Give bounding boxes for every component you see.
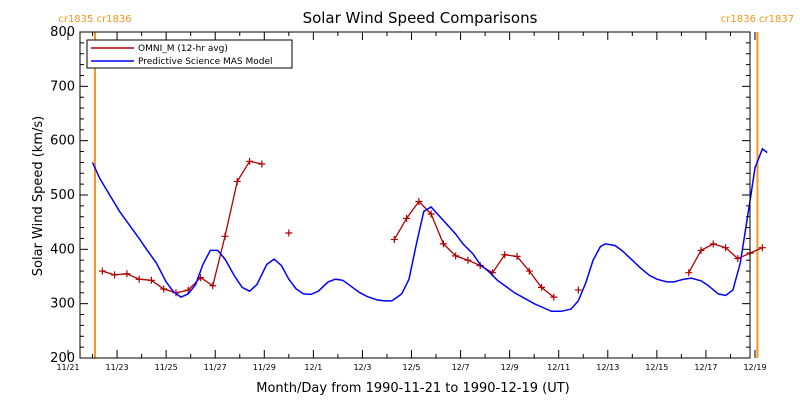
x-tick-label-2: 11/25 [155, 363, 178, 372]
point-omni-0-10 [221, 232, 229, 240]
point-omni-2-0 [390, 236, 398, 244]
y-tick-label-400: 400 [50, 242, 75, 257]
point-omni-0-4 [147, 276, 155, 284]
point-omni-4-2 [709, 240, 717, 248]
point-omni-2-1 [403, 214, 411, 222]
x-tick-label-0: 11/21 [56, 363, 79, 372]
point-omni-0-0 [98, 267, 106, 275]
x-tick-label-12: 12/15 [645, 363, 668, 372]
point-omni-2-12 [538, 283, 546, 291]
series-line-omni-2 [393, 200, 555, 298]
point-omni-3-0 [574, 286, 582, 294]
x-tick-label-6: 12/3 [353, 363, 371, 372]
point-omni-0-1 [111, 271, 119, 279]
legend-label-omni: OMNI_M (12-hr avg) [138, 44, 228, 54]
x-tick-label-4: 11/29 [253, 363, 276, 372]
x-tick-label-8: 12/7 [452, 363, 470, 372]
y-axis-label: Solar Wind Speed (km/s) [31, 116, 46, 276]
x-tick-label-14: 12/19 [743, 363, 766, 372]
series-line-mas-0 [91, 147, 768, 313]
y-tick-label-200: 200 [50, 351, 75, 366]
point-omni-4-4 [734, 255, 742, 263]
point-omni-0-9 [209, 282, 217, 290]
point-omni-2-5 [452, 252, 460, 260]
x-tick-label-5: 12/1 [304, 363, 322, 372]
carrington-label-1: cr1836 cr1837 [721, 14, 794, 25]
point-omni-4-0 [685, 269, 693, 277]
y-tick-label-300: 300 [50, 297, 75, 312]
point-omni-2-11 [525, 267, 533, 275]
point-omni-4-6 [758, 244, 766, 252]
x-tick-label-1: 11/23 [106, 363, 129, 372]
series-line-omni-0 [102, 160, 262, 294]
y-tick-label-500: 500 [50, 188, 75, 203]
point-omni-2-4 [439, 240, 447, 248]
series-layer [91, 147, 768, 313]
carrington-lines: cr1835 cr1836 cr1836 cr1837 [58, 14, 794, 358]
point-omni-0-13 [258, 160, 266, 168]
point-omni-2-13 [550, 293, 558, 301]
point-omni-4-1 [697, 246, 705, 254]
y-tick-label-800: 800 [50, 25, 75, 40]
carrington-label-0: cr1835 cr1836 [58, 14, 131, 25]
y-tick-label-600: 600 [50, 134, 75, 149]
legend-label-mas: Predictive Science MAS Model [138, 57, 273, 67]
point-omni-2-3 [427, 210, 435, 218]
x-tick-label-9: 12/9 [501, 363, 519, 372]
x-tick-label-7: 12/5 [403, 363, 421, 372]
point-omni-2-6 [464, 256, 472, 264]
point-omni-0-2 [123, 270, 131, 278]
point-omni-2-10 [513, 252, 521, 260]
x-tick-label-11: 12/13 [596, 363, 619, 372]
point-omni-0-5 [160, 285, 168, 293]
y-tick-label-700: 700 [50, 79, 75, 94]
x-tick-label-10: 12/11 [547, 363, 570, 372]
point-omni-2-9 [501, 251, 509, 259]
point-omni-2-2 [415, 198, 423, 206]
x-tick-label-13: 12/17 [694, 363, 717, 372]
point-omni-4-3 [722, 244, 730, 252]
x-axis-label: Month/Day from 1990-11-21 to 1990-12-19 … [256, 381, 569, 396]
legend: OMNI_M (12-hr avg) Predictive Science MA… [86, 39, 293, 69]
chart-title: Solar Wind Speed Comparisons [303, 9, 538, 27]
point-omni-1-0 [285, 229, 293, 237]
point-omni-0-12 [246, 157, 254, 165]
legend-box [86, 39, 293, 69]
point-omni-0-11 [233, 177, 241, 185]
x-tick-label-3: 11/27 [204, 363, 227, 372]
axes-layer: 200 300 400 500 600 700 800 11/21 11/23 11/25 11/2… [50, 25, 766, 372]
point-omni-0-3 [135, 275, 143, 283]
